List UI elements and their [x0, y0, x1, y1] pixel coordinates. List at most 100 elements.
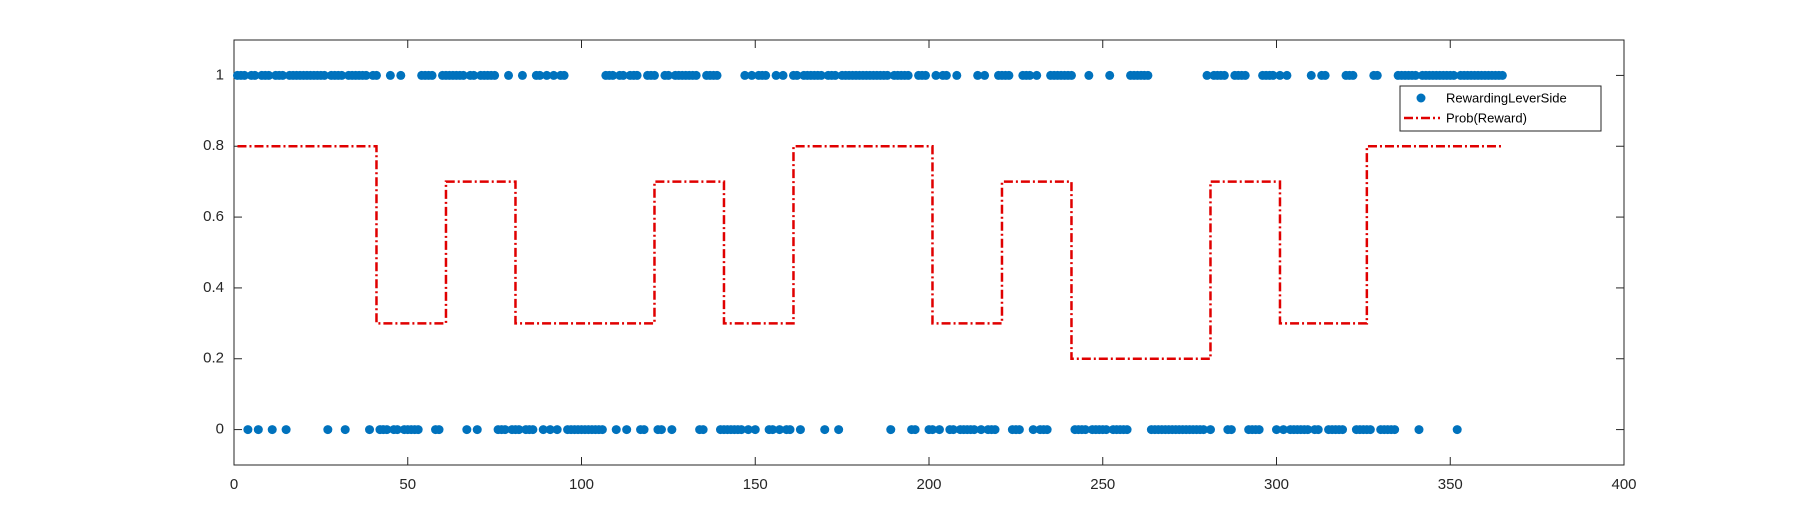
step-line [237, 145, 1503, 360]
y-tick-label: 1 [216, 66, 224, 83]
data-point [903, 70, 913, 80]
data-point [969, 425, 979, 435]
data-point [458, 70, 468, 80]
data-point [1411, 70, 1420, 80]
data-point [934, 425, 944, 435]
data-point [1080, 425, 1090, 435]
data-point [1275, 70, 1285, 80]
data-point [1272, 425, 1281, 435]
data-point [490, 70, 500, 80]
data-point [775, 425, 785, 435]
data-point [973, 70, 983, 80]
data-point [980, 70, 990, 80]
data-point [886, 425, 896, 435]
x-tick-label: 50 [399, 476, 416, 493]
data-point [691, 70, 701, 80]
plot-area [233, 39, 1625, 466]
x-tick-label: 250 [1090, 476, 1115, 493]
data-point [1143, 70, 1153, 80]
data-point [392, 425, 402, 435]
data-point [552, 425, 562, 435]
data-point [1306, 70, 1316, 80]
data-point [698, 425, 708, 435]
data-point [834, 425, 844, 435]
data-point [1205, 425, 1215, 435]
data-point [597, 425, 607, 435]
data-point [927, 425, 937, 435]
data-point [656, 425, 666, 435]
x-tick-label: 100 [569, 476, 594, 493]
x-tick-label: 0 [230, 476, 238, 493]
data-point [1066, 70, 1076, 80]
data-point [649, 70, 659, 80]
data-point [1032, 70, 1042, 80]
y-tick-label: 0.8 [203, 137, 224, 154]
data-point [323, 425, 333, 435]
data-point [514, 425, 524, 435]
data-point [1313, 425, 1323, 435]
data-point [785, 425, 795, 435]
data-point [976, 425, 986, 435]
legend-marker [1416, 93, 1426, 103]
data-point [1084, 70, 1094, 80]
data-point [1025, 70, 1035, 80]
data-point [1320, 70, 1330, 80]
data-point [771, 70, 781, 80]
data-point [267, 425, 277, 435]
data-point [792, 70, 802, 80]
data-point [1254, 425, 1264, 435]
x-tick-label: 400 [1611, 476, 1636, 493]
data-point [663, 70, 673, 80]
data-point [1226, 425, 1236, 435]
data-point [278, 70, 288, 80]
data-point [264, 70, 274, 80]
data-point [396, 70, 406, 80]
data-point [472, 425, 482, 435]
legend-label: Prob(Reward) [1446, 110, 1527, 125]
data-point [281, 425, 291, 435]
data-point [1390, 425, 1400, 435]
data-point [365, 425, 375, 435]
data-point [830, 70, 840, 80]
data-point [921, 70, 931, 80]
data-point [1278, 425, 1288, 435]
data-point [1240, 70, 1250, 80]
data-point [1122, 425, 1132, 435]
y-tick-label: 0.4 [203, 279, 224, 296]
data-point [427, 70, 437, 80]
data-point [413, 425, 423, 435]
data-point [1338, 425, 1348, 435]
legend-box [1399, 85, 1602, 132]
x-tick-label: 350 [1438, 476, 1463, 493]
data-point [1105, 70, 1115, 80]
data-point [795, 425, 805, 435]
data-point [250, 70, 260, 80]
data-point [1449, 70, 1459, 80]
data-point [340, 425, 350, 435]
data-point [608, 70, 618, 80]
data-point [1348, 70, 1358, 80]
data-point [952, 70, 962, 80]
data-point [990, 425, 1000, 435]
data-point [1365, 425, 1375, 435]
data-point [1219, 70, 1229, 80]
data-point [535, 70, 545, 80]
data-point [1028, 425, 1038, 435]
data-point [1042, 425, 1052, 435]
data-point [371, 70, 381, 80]
data-point [500, 425, 510, 435]
data-point [434, 425, 444, 435]
legend-label: RewardingLeverSide [1446, 90, 1567, 105]
data-point [239, 70, 249, 80]
y-tick-label: 0.2 [203, 350, 224, 367]
data-point [385, 70, 395, 80]
y-tick-label: 0.6 [203, 208, 224, 225]
data-point [545, 425, 555, 435]
x-tick-label: 300 [1264, 476, 1289, 493]
data-point [1268, 70, 1278, 80]
data-point [622, 425, 632, 435]
data-point [1004, 70, 1014, 80]
data-point [1372, 70, 1382, 80]
data-point [761, 70, 771, 80]
